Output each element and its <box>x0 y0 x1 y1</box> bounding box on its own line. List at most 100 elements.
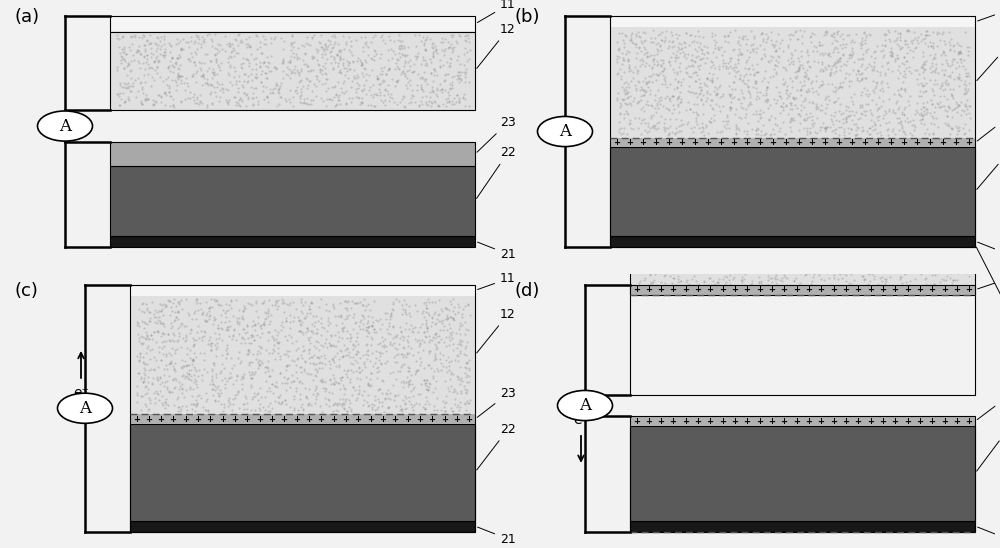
Text: +: + <box>305 415 312 424</box>
Text: +: + <box>941 417 948 426</box>
Text: +: + <box>428 415 435 424</box>
Bar <box>630 521 975 532</box>
Bar <box>110 236 475 247</box>
Text: 21: 21 <box>478 242 516 260</box>
Text: +: + <box>842 417 849 426</box>
Text: +: + <box>756 138 763 147</box>
Text: +: + <box>330 415 337 424</box>
Text: +: + <box>633 417 640 426</box>
Text: +: + <box>904 286 911 294</box>
Text: +: + <box>756 417 763 426</box>
Text: +: + <box>939 138 946 147</box>
Text: (c): (c) <box>15 282 39 300</box>
Circle shape <box>38 111 92 141</box>
Text: +: + <box>928 286 935 294</box>
Text: +: + <box>854 286 861 294</box>
Text: +: + <box>354 415 361 424</box>
Text: 11: 11 <box>978 4 1000 21</box>
Text: +: + <box>633 286 640 294</box>
Text: A: A <box>59 117 71 135</box>
Text: +: + <box>744 417 751 426</box>
Text: +: + <box>867 286 874 294</box>
Text: +: + <box>219 415 226 424</box>
Text: +: + <box>379 415 386 424</box>
Text: +: + <box>670 417 677 426</box>
Text: +: + <box>453 415 460 424</box>
Bar <box>610 16 975 27</box>
Text: +: + <box>707 417 714 426</box>
Text: +: + <box>965 417 972 426</box>
Text: +: + <box>682 417 689 426</box>
Text: 11: 11 <box>477 0 516 22</box>
Text: +: + <box>704 138 711 147</box>
Text: +: + <box>848 138 855 147</box>
Text: +: + <box>891 286 898 294</box>
Text: +: + <box>342 415 349 424</box>
Text: e⁻: e⁻ <box>73 386 89 401</box>
Text: +: + <box>879 286 886 294</box>
Text: 12: 12 <box>976 247 1000 315</box>
Text: (b): (b) <box>515 8 540 26</box>
Text: +: + <box>682 286 689 294</box>
Circle shape <box>58 393 112 423</box>
Text: +: + <box>145 415 152 424</box>
Text: 23: 23 <box>477 387 516 418</box>
Text: +: + <box>391 415 398 424</box>
Text: +: + <box>928 417 935 426</box>
Bar <box>110 165 475 236</box>
Text: +: + <box>916 286 923 294</box>
Text: +: + <box>231 415 238 424</box>
Bar <box>610 27 975 138</box>
Text: 22: 22 <box>477 146 516 198</box>
Text: +: + <box>441 415 448 424</box>
Text: +: + <box>268 415 275 424</box>
Text: +: + <box>891 417 898 426</box>
Text: 11: 11 <box>478 272 516 289</box>
Text: (d): (d) <box>515 282 540 300</box>
Text: e⁻: e⁻ <box>573 413 589 427</box>
Text: +: + <box>657 417 664 426</box>
Text: +: + <box>694 417 701 426</box>
Text: +: + <box>670 286 677 294</box>
Text: +: + <box>719 286 726 294</box>
Circle shape <box>558 390 612 421</box>
Text: +: + <box>781 417 788 426</box>
Text: +: + <box>965 138 972 147</box>
Text: +: + <box>744 286 751 294</box>
Text: +: + <box>817 417 824 426</box>
Bar <box>630 416 975 532</box>
Text: +: + <box>731 417 738 426</box>
Text: +: + <box>256 415 263 424</box>
Text: +: + <box>879 417 886 426</box>
Text: +: + <box>830 417 837 426</box>
Text: +: + <box>281 415 288 424</box>
Text: +: + <box>926 138 933 147</box>
Text: +: + <box>645 286 652 294</box>
Text: +: + <box>768 417 775 426</box>
Text: +: + <box>678 138 685 147</box>
Text: +: + <box>207 415 214 424</box>
Text: A: A <box>79 399 91 417</box>
Text: +: + <box>874 138 881 147</box>
Text: +: + <box>157 415 164 424</box>
Text: +: + <box>805 417 812 426</box>
Text: +: + <box>707 286 714 294</box>
Text: +: + <box>626 138 633 147</box>
Text: +: + <box>317 415 324 424</box>
Text: +: + <box>781 286 788 294</box>
Text: +: + <box>817 286 824 294</box>
Text: +: + <box>805 286 812 294</box>
Text: +: + <box>719 417 726 426</box>
Text: +: + <box>867 417 874 426</box>
Text: +: + <box>613 138 620 147</box>
Text: +: + <box>743 138 750 147</box>
Text: +: + <box>652 138 659 147</box>
Text: A: A <box>559 123 571 140</box>
Bar <box>630 285 975 395</box>
Bar <box>610 16 975 247</box>
Text: +: + <box>170 415 177 424</box>
Bar <box>630 416 975 426</box>
Text: +: + <box>465 415 472 424</box>
Bar <box>130 521 475 532</box>
Bar <box>110 142 475 165</box>
